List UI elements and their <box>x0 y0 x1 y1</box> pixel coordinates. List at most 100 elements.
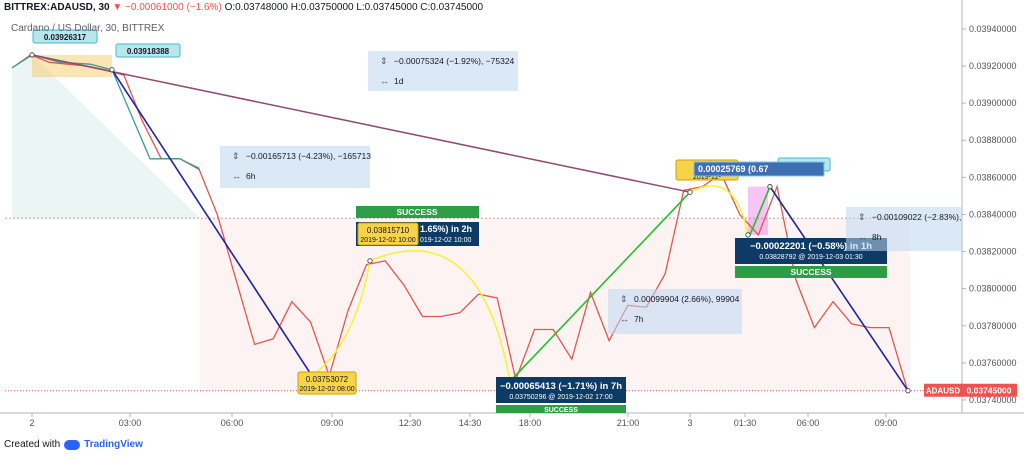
y-tick-label: 0.03940000 <box>969 24 1017 34</box>
ohlc-values: O:0.03748000 H:0.03750000 L:0.03745000 C… <box>224 2 484 13</box>
x-tick-label: 03:00 <box>119 418 142 428</box>
x-tick-label: 18:00 <box>519 418 542 428</box>
x-tick-label: 3 <box>687 418 692 428</box>
x-tick-label: 09:00 <box>321 418 344 428</box>
measure-range-icon: ⇕ <box>232 151 240 161</box>
measure-range-icon: ⇕ <box>620 294 628 304</box>
y-tick-label: 0.03900000 <box>969 98 1017 108</box>
measure-time-icon: ↔ <box>232 171 241 181</box>
point-label: 0.03926317 <box>44 33 87 42</box>
measure-time-icon: ↔ <box>380 76 389 86</box>
trend-line-down <box>111 69 313 377</box>
x-tick-label: 21:00 <box>617 418 640 428</box>
x-tick-label: 14:30 <box>459 418 482 428</box>
point-label: 0.03918388 <box>127 47 170 56</box>
y-tick-label: 0.03860000 <box>969 172 1017 182</box>
x-tick-label: 01:30 <box>734 418 757 428</box>
point-label: 2019-12-02 10:00 <box>360 237 415 244</box>
point-label: 0.03753072 <box>306 375 349 384</box>
trend-line-down-2 <box>769 186 909 392</box>
y-tick-label: 0.03780000 <box>969 321 1017 331</box>
created-with-text: Created with <box>4 439 61 450</box>
pivot-point <box>367 258 373 264</box>
measure-box <box>368 51 518 91</box>
y-tick-label: 0.03920000 <box>969 61 1017 71</box>
chart-header: BITTREX:ADAUSD, 30 ▼ −0.00061000 (−1.6%)… <box>4 1 483 15</box>
y-tick-label: 0.03760000 <box>969 358 1017 368</box>
current-price-tag: 0.03745000 <box>967 386 1012 396</box>
symbol-label: BITTREX:ADAUSD, 30 <box>4 2 110 13</box>
x-tick-label: 12:30 <box>399 418 422 428</box>
y-tick-label: 0.03800000 <box>969 284 1017 294</box>
point-label-box <box>297 371 357 395</box>
y-tick-label: 0.03740000 <box>969 395 1017 405</box>
measure-duration: 6h <box>246 171 256 181</box>
success-badge: SUCCESS <box>396 207 437 217</box>
price-chart[interactable]: 0.03940000 0.03920000 0.03900000 0.03880000… <box>0 0 1024 432</box>
measure-range-icon: ⇕ <box>858 212 866 222</box>
teal-segment <box>11 54 113 71</box>
symbol-tag: ADAUSD <box>926 387 960 396</box>
current-price-tag-box <box>962 383 1017 397</box>
x-tick-label: 06:00 <box>221 418 244 428</box>
measure-box <box>608 289 742 334</box>
point-label-box <box>32 29 98 44</box>
measure-box <box>220 146 370 188</box>
measure-time-icon: ↔ <box>858 232 867 242</box>
success-badge-box <box>356 206 479 218</box>
pivot-point <box>905 388 911 394</box>
gain-zone <box>12 54 200 219</box>
footer: Created with TradingView <box>4 439 143 450</box>
result-box <box>496 377 626 403</box>
measure-duration: 7h <box>634 314 644 324</box>
measure-value: −0.00075324 (−1.92%), −75324 <box>394 56 515 66</box>
pivot-point <box>745 232 751 238</box>
success-badge: SUCCESS <box>544 407 578 414</box>
x-tick-label: 09:00 <box>875 418 898 428</box>
tradingview-link[interactable]: TradingView <box>84 439 143 450</box>
pivot-point <box>109 67 115 73</box>
result-title: −0.00065413 (−1.71%) in 7h <box>500 381 622 392</box>
price-change: ▼ −0.00061000 (−1.6%) <box>112 2 222 13</box>
pivot-point <box>29 52 35 58</box>
result-sub: 019-12-02 10:00 <box>420 237 471 244</box>
measure-value: −0.00109022 (−2.83%), <box>872 212 961 222</box>
point-label: 2019-12-02 08:00 <box>299 386 354 393</box>
success-badge-box <box>496 405 626 413</box>
point-label-box <box>115 43 181 58</box>
measure-range-icon: ⇕ <box>380 56 388 66</box>
pivot-point <box>767 184 773 190</box>
arc-curve <box>311 260 371 377</box>
measure-value: 0.00099904 (2.66%), 99904 <box>634 294 740 304</box>
success-badge-box <box>735 266 887 278</box>
result-title: −0.00022201 (−0.58%) in 1h <box>750 241 872 252</box>
measure-time-icon: ↔ <box>620 314 629 324</box>
pivot-point <box>687 189 693 195</box>
measure-duration: 1d <box>394 76 404 86</box>
result-box <box>693 161 825 177</box>
success-badge: SUCCESS <box>790 267 831 277</box>
point-label-box <box>357 222 419 246</box>
measure-value: −0.00165713 (−4.23%), −165713 <box>246 151 371 161</box>
teal-segment-2 <box>111 69 201 171</box>
y-tick-label: 0.03840000 <box>969 209 1017 219</box>
point-label: 0.03815710 <box>367 226 410 235</box>
x-tick-label: 2 <box>29 418 34 428</box>
y-tick-label: 0.03880000 <box>969 135 1017 145</box>
tradingview-logo-icon <box>64 439 81 450</box>
symbol-tag-box <box>924 383 962 397</box>
measure-duration: 8h <box>872 232 882 242</box>
arc-curve <box>369 250 511 382</box>
x-tick-label: 06:00 <box>797 418 820 428</box>
trend-line-up <box>509 191 691 383</box>
result-sub: 0.03750296 @ 2019-12-02 17:00 <box>509 394 612 401</box>
point-label: 2019-12- <box>693 174 722 181</box>
arc-curve <box>689 185 749 236</box>
trend-line-up-2 <box>749 186 771 236</box>
y-tick-label: 0.03820000 <box>969 247 1017 257</box>
long-trend-line <box>31 54 691 193</box>
result-sub: 0.03828792 @ 2019-12-03 01:30 <box>759 254 862 261</box>
result-title: 1.65%) in 2h <box>420 224 472 234</box>
result-title: 0.00025769 (0.67 <box>698 164 769 174</box>
chart-subtitle: Cardano / US Dollar, 30, BITTREX <box>11 23 165 34</box>
